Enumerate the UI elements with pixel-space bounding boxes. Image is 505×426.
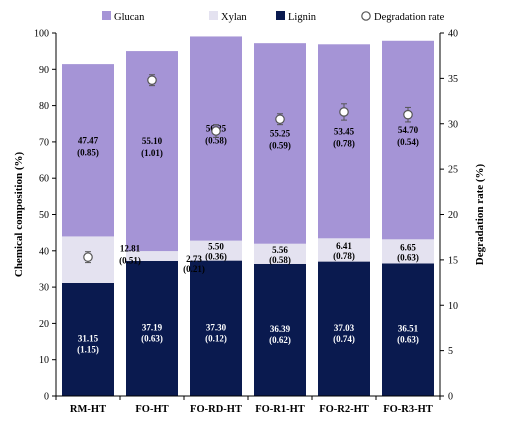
degradation-point-3 bbox=[275, 114, 285, 125]
y2-tick-label-1: 5 bbox=[448, 346, 453, 357]
value-label-glucan-0: 47.47 bbox=[78, 135, 99, 145]
y2-tick-label-6: 30 bbox=[448, 119, 458, 130]
value-label-xylan-5: 6.65 bbox=[400, 242, 416, 252]
y-tick-label-7: 70 bbox=[39, 137, 49, 148]
y-tick-label-6: 60 bbox=[39, 174, 49, 185]
y-tick-label-2: 20 bbox=[39, 319, 49, 330]
value-label-xylan-2: 5.50 bbox=[208, 242, 224, 252]
value-label-lignin-3: 36.39 bbox=[270, 324, 291, 334]
category-label-3: FO-R1-HT bbox=[255, 404, 305, 415]
bar-xylan-fo-r3-ht bbox=[382, 239, 434, 264]
legend-swatch-xylan bbox=[209, 11, 218, 20]
value-label-glucan-5: 54.70 bbox=[398, 125, 419, 135]
y-tick-label-0: 0 bbox=[44, 392, 49, 403]
error-label-glucan-4: (0.78) bbox=[333, 138, 355, 148]
bar-xylan-fo-ht bbox=[126, 251, 178, 262]
category-label-4: FO-R2-HT bbox=[319, 404, 369, 415]
bar-lignin-fo-r1-ht bbox=[254, 263, 306, 396]
bar-glucan-fo-r2-ht bbox=[318, 44, 370, 239]
error-label-lignin-2: (0.12) bbox=[205, 333, 227, 343]
y-tick-label-10: 100 bbox=[34, 29, 49, 40]
degradation-point-5 bbox=[403, 109, 413, 120]
error-label-xylan-3: (0.58) bbox=[269, 255, 291, 265]
y2-tick-label-0: 0 bbox=[448, 392, 453, 403]
error-label-glucan-2: (0.58) bbox=[205, 136, 227, 146]
bar-glucan-fo-r1-ht bbox=[254, 43, 306, 244]
legend-label-lignin: Lignin bbox=[288, 12, 317, 23]
value-label-glucan-3: 55.25 bbox=[270, 128, 291, 138]
error-label-xylan-2: (0.36) bbox=[205, 252, 227, 262]
error-label-glucan-5: (0.54) bbox=[397, 137, 419, 147]
error-label-xylan-5: (0.63) bbox=[397, 252, 419, 262]
error-label-lignin-0: (1.15) bbox=[77, 344, 99, 354]
category-label-0: RM-HT bbox=[70, 404, 106, 415]
error-label-lignin-3: (0.62) bbox=[269, 335, 291, 345]
category-label-5: FO-R3-HT bbox=[383, 404, 433, 415]
bar-lignin-rm-ht bbox=[62, 282, 114, 396]
y-axis-title: Chemical composition (%) bbox=[13, 152, 25, 278]
y-tick-label-4: 40 bbox=[39, 246, 49, 257]
y2-tick-label-5: 25 bbox=[448, 165, 458, 176]
y2-tick-label-8: 40 bbox=[448, 29, 458, 40]
error-label-xylan-4: (0.78) bbox=[333, 251, 355, 261]
bar-lignin-fo-r2-ht bbox=[318, 261, 370, 396]
error-label-lignin-5: (0.63) bbox=[397, 335, 419, 345]
bar-lignin-fo-ht bbox=[126, 261, 178, 396]
legend-label-degradation-rate: Degradation rate bbox=[374, 12, 445, 23]
bar-lignin-fo-rd-ht bbox=[190, 260, 242, 396]
y2-axis-title: Degradation rate (%) bbox=[474, 163, 486, 265]
legend-swatch-glucan bbox=[102, 11, 111, 20]
bar-xylan-fo-r1-ht bbox=[254, 243, 306, 264]
value-label-xylan-1: 2.73 bbox=[186, 254, 202, 264]
degradation-point-0 bbox=[83, 252, 93, 262]
legend-label-xylan: Xylan bbox=[221, 12, 247, 23]
value-label-lignin-0: 31.15 bbox=[78, 333, 99, 343]
error-label-xylan-1: (0.21) bbox=[183, 264, 205, 274]
y2-tick-label-2: 10 bbox=[448, 301, 458, 312]
y2-tick-label-4: 20 bbox=[448, 210, 458, 221]
value-label-xylan-3: 5.56 bbox=[272, 245, 288, 255]
error-label-xylan-0: (0.51) bbox=[119, 256, 141, 266]
error-label-lignin-4: (0.74) bbox=[333, 334, 355, 344]
category-label-1: FO-HT bbox=[135, 404, 168, 415]
y-tick-label-3: 30 bbox=[39, 283, 49, 294]
bar-glucan-fo-r3-ht bbox=[382, 40, 434, 240]
y-tick-label-1: 10 bbox=[39, 355, 49, 366]
value-label-lignin-5: 36.51 bbox=[398, 324, 419, 334]
value-label-lignin-4: 37.03 bbox=[334, 323, 355, 333]
value-label-glucan-4: 53.45 bbox=[334, 126, 355, 136]
bar-xylan-fo-r2-ht bbox=[318, 238, 370, 262]
degradation-point-1 bbox=[147, 75, 157, 85]
value-label-lignin-2: 37.30 bbox=[206, 322, 227, 332]
degradation-point-4 bbox=[339, 107, 349, 117]
value-label-xylan-4: 6.41 bbox=[336, 241, 352, 251]
bar-glucan-fo-rd-ht bbox=[190, 36, 242, 241]
value-label-xylan-0: 12.81 bbox=[120, 244, 141, 254]
y-tick-label-5: 50 bbox=[39, 210, 49, 221]
bar-xylan-fo-rd-ht bbox=[190, 240, 242, 261]
error-label-lignin-1: (0.63) bbox=[141, 334, 163, 344]
error-label-glucan-0: (0.85) bbox=[77, 147, 99, 157]
legend-swatch-lignin bbox=[276, 11, 285, 20]
value-label-lignin-1: 37.19 bbox=[142, 323, 163, 333]
y-tick-label-8: 80 bbox=[39, 101, 49, 112]
category-label-2: FO-RD-HT bbox=[190, 404, 242, 415]
error-label-glucan-3: (0.59) bbox=[269, 140, 291, 150]
bar-lignin-fo-r3-ht bbox=[382, 263, 434, 396]
bar-glucan-rm-ht bbox=[62, 64, 114, 237]
y2-tick-label-7: 35 bbox=[448, 74, 458, 85]
degradation-point-2 bbox=[211, 126, 221, 136]
value-label-glucan-1: 55.10 bbox=[142, 136, 163, 146]
legend-label-glucan: Glucan bbox=[114, 12, 145, 23]
y-tick-label-9: 90 bbox=[39, 65, 49, 76]
legend-marker-degradation-rate bbox=[361, 11, 371, 21]
error-label-glucan-1: (1.01) bbox=[141, 148, 163, 158]
y2-tick-label-3: 15 bbox=[448, 255, 458, 266]
